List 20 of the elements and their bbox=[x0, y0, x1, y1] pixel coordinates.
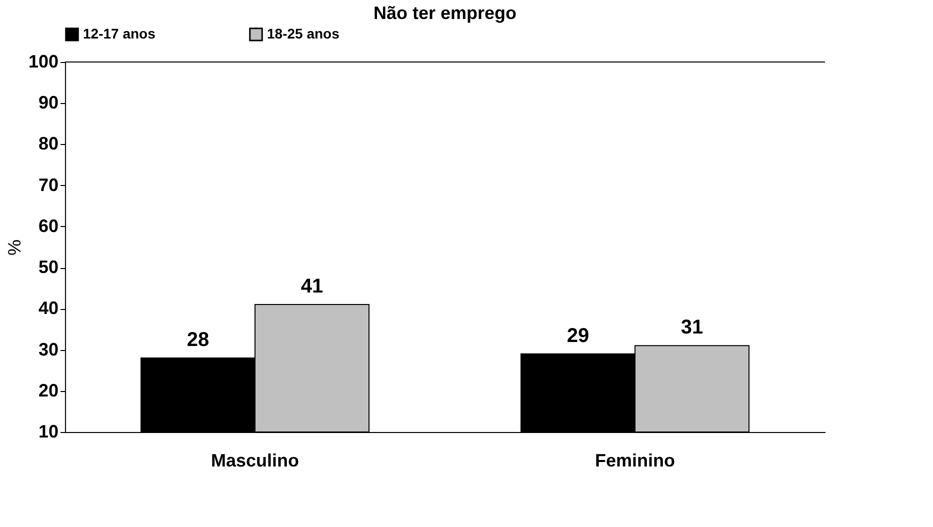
x-tick-label: Masculino bbox=[210, 450, 300, 470]
data-label: 28 bbox=[186, 329, 210, 351]
chart-title: Não ter emprego bbox=[373, 3, 517, 23]
y-tick-label: 60 bbox=[38, 216, 58, 236]
y-tick-label: 20 bbox=[38, 380, 58, 400]
data-label: 29 bbox=[566, 324, 590, 347]
y-tick-label: 30 bbox=[38, 339, 58, 360]
y-tick-label: 10 bbox=[38, 422, 58, 442]
y-tick-label: 40 bbox=[38, 298, 58, 318]
y-tick-label: 100 bbox=[28, 52, 58, 72]
legend-label: 12-17 anos bbox=[83, 25, 156, 42]
legend-label: 18-25 anos bbox=[267, 25, 340, 42]
data-label: 31 bbox=[680, 316, 704, 339]
y-tick-label: 80 bbox=[38, 134, 58, 154]
y-tick-label: 90 bbox=[38, 92, 58, 113]
data-label: 41 bbox=[300, 276, 324, 298]
x-tick-label: Feminino bbox=[595, 450, 676, 470]
y-axis-title: % bbox=[4, 239, 24, 256]
y-tick-label: 50 bbox=[38, 257, 58, 278]
y-tick-label: 70 bbox=[38, 174, 58, 195]
